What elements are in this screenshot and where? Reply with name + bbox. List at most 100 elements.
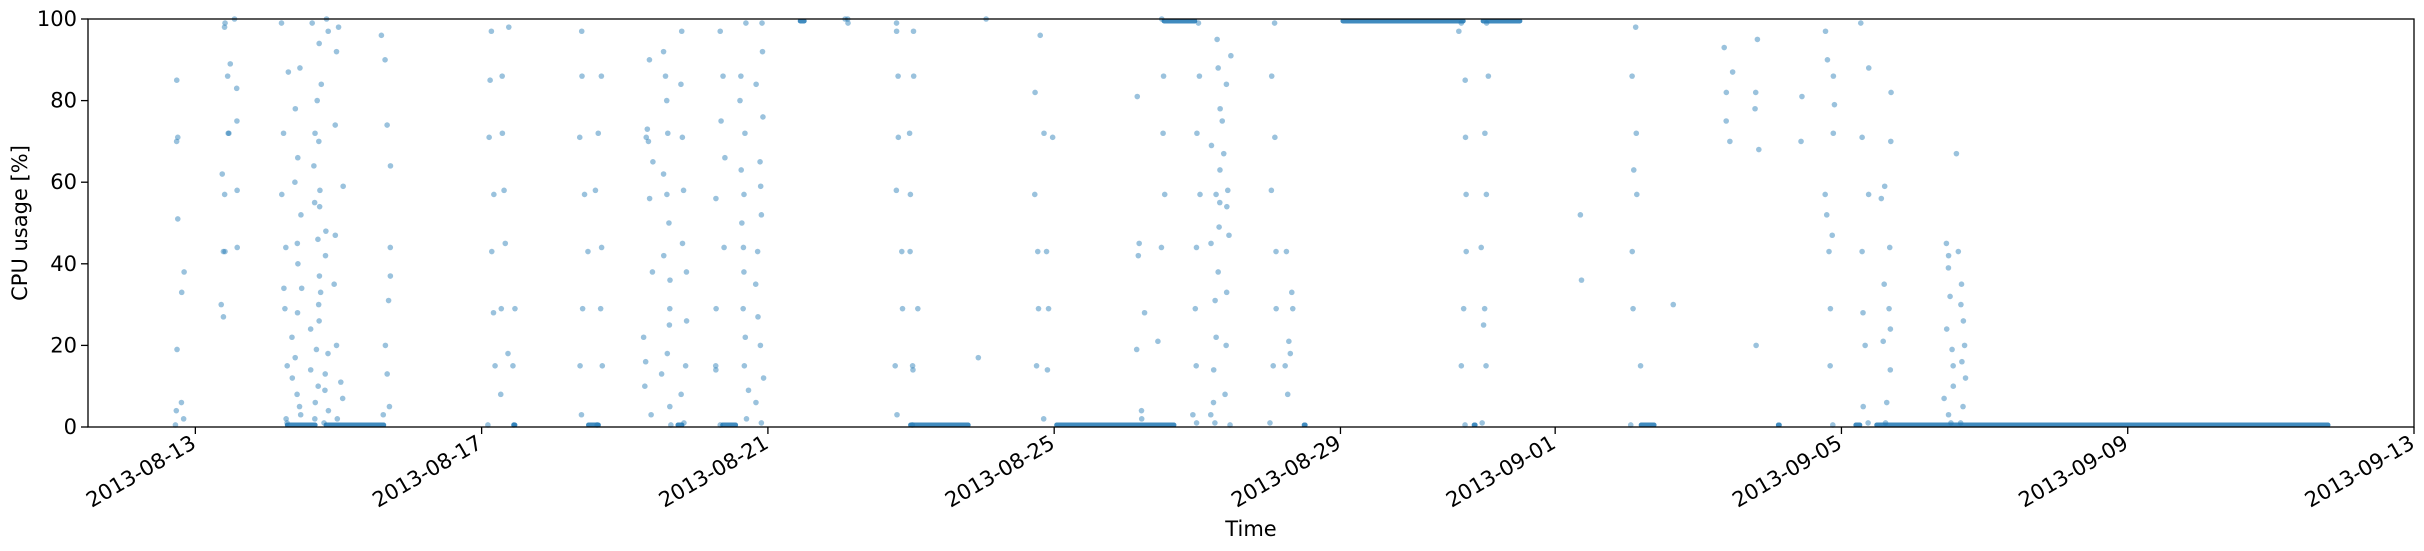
data-point [1213,334,1219,341]
data-point [1727,138,1733,145]
data-point [1197,191,1203,198]
data-point [1035,305,1042,312]
data-point [753,81,759,88]
data-point [1831,101,1838,108]
data-point [331,281,337,288]
data-point [278,20,285,26]
data-point [298,285,305,292]
data-point [1629,248,1636,255]
data-point [380,411,387,418]
data-point [382,342,389,349]
data-point [898,248,905,255]
data-point [1223,289,1230,296]
data-point [1949,346,1955,353]
data-point [295,261,301,267]
data-point [907,248,913,255]
data-point [281,285,287,292]
data-point [178,399,185,406]
data-point [1040,416,1047,422]
data-point [325,28,332,35]
data-point [758,212,765,218]
data-point [1865,65,1872,71]
data-point [1865,191,1872,198]
data-point [297,65,303,71]
data-point [1045,305,1052,312]
data-point [227,61,234,67]
data-point [757,159,763,165]
data-point [1463,248,1470,255]
data-point [741,363,748,369]
data-point [222,248,228,255]
data-point [1729,69,1736,75]
data-point [1824,57,1831,63]
data-point [492,363,498,369]
data-point [1215,65,1221,71]
data-point [1267,420,1273,426]
data-point [1283,248,1290,255]
data-point [664,130,671,137]
data-point [1460,305,1467,312]
data-point [333,342,340,349]
data-point [1273,248,1279,255]
data-point [382,57,388,63]
data-point [666,305,673,312]
data-point [644,126,651,132]
data-point [642,383,648,390]
data-point [664,191,670,198]
data-point [220,314,227,320]
data-point [757,183,764,190]
data-point [598,73,605,79]
data-point [759,20,765,26]
data-point [315,383,322,390]
data-point [1226,232,1232,239]
data-point [757,342,764,349]
data-point [1286,338,1292,345]
data-point [1862,342,1868,349]
data-point [1953,150,1960,157]
data-point [650,159,656,165]
data-point [1830,130,1837,137]
data-point [488,248,495,255]
data-point [307,367,314,373]
data-point [180,416,187,422]
data-point [1860,309,1866,316]
data-point [1289,305,1296,312]
data-point [1878,195,1885,202]
data-point [1044,367,1051,373]
y-axis-label: CPU usage [%] [8,145,32,301]
data-point [1228,52,1234,59]
data-point [738,73,744,79]
data-point [1268,187,1275,194]
data-point [322,252,329,259]
data-point [754,248,761,255]
data-point [221,191,228,198]
data-point [1483,363,1489,369]
data-point [224,73,231,79]
data-point [384,122,390,128]
data-point [658,371,665,377]
data-point [1273,305,1279,312]
data-point [316,318,322,324]
data-point [1193,244,1200,251]
data-point [1270,363,1277,369]
data-point [311,163,317,169]
data-point [1943,240,1950,247]
data-point [174,134,181,141]
data-point [683,269,690,275]
data-point [649,269,656,275]
data-point [682,363,689,369]
data-point [1723,118,1729,124]
data-point [678,391,684,398]
data-point [332,122,339,128]
x-tick-label: 2013-08-13 [82,431,200,513]
data-point [895,134,902,141]
data-point [497,391,504,398]
data-point [332,232,339,239]
data-point [760,114,766,120]
data-point [313,346,320,353]
data-point [1881,281,1887,288]
data-point [234,244,241,251]
data-point [315,236,321,243]
data-point [895,73,901,79]
data-point [312,130,318,137]
